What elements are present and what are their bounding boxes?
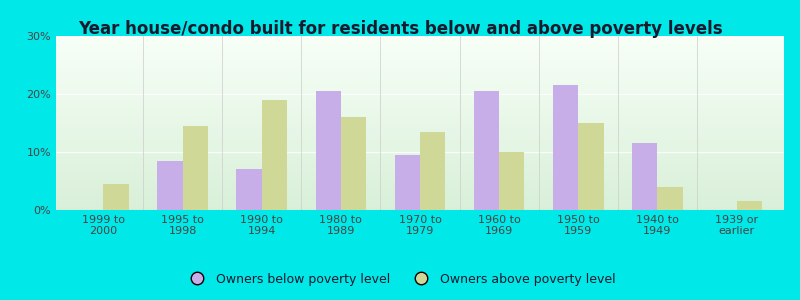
Bar [658, 187, 682, 210]
Bar [262, 100, 287, 210]
Bar [103, 184, 129, 210]
Bar [578, 123, 603, 210]
Bar [182, 126, 208, 210]
Bar [158, 161, 182, 210]
Bar [474, 91, 499, 210]
Legend: Owners below poverty level, Owners above poverty level: Owners below poverty level, Owners above… [179, 268, 621, 291]
Text: Year house/condo built for residents below and above poverty levels: Year house/condo built for residents bel… [78, 20, 722, 38]
Bar [632, 143, 658, 210]
Bar [394, 155, 420, 210]
Bar [737, 201, 762, 210]
Bar [237, 169, 262, 210]
Bar [553, 85, 578, 210]
Bar [499, 152, 525, 210]
Bar [420, 132, 446, 210]
Bar [341, 117, 366, 210]
Bar [315, 91, 341, 210]
